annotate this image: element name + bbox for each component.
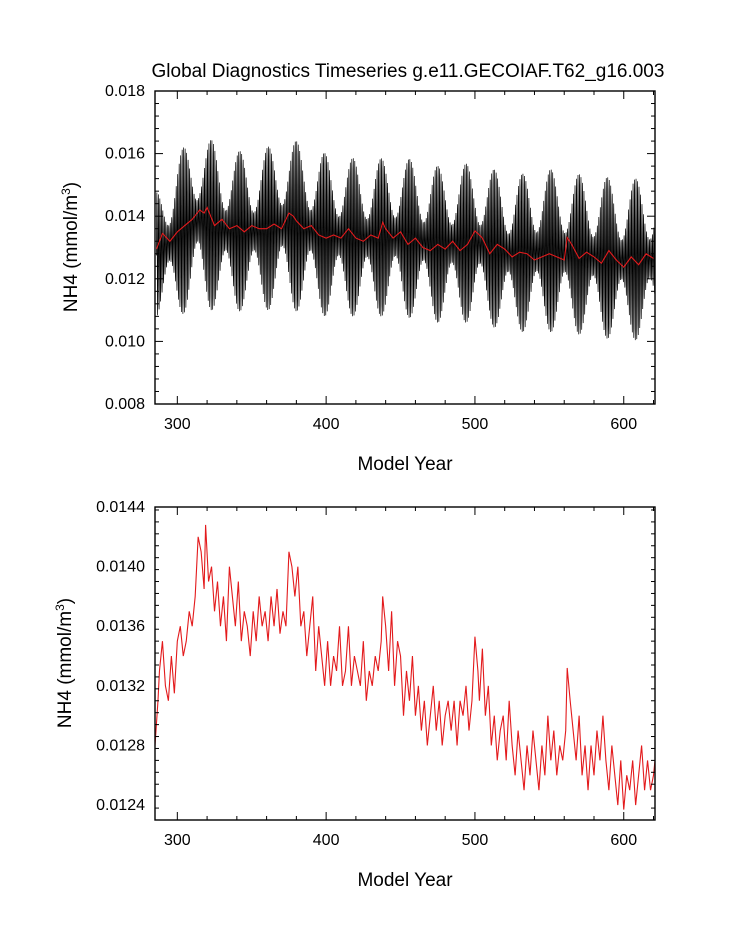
top-annual-mean-line <box>155 206 654 269</box>
top-monthly-series-line <box>156 140 656 341</box>
top-y-axis-title: NH4 (mmol/m3) <box>59 182 82 312</box>
bottom-x-tick-label: 500 <box>462 832 489 849</box>
top-tick-group: 300 400 500 600 0.008 0.010 0.012 0.014 0.016 0.0… <box>105 83 655 433</box>
top-panel: 300 400 500 600 0.008 0.010 0.012 0.014 0.016 0.0… <box>59 83 656 475</box>
top-y-tick-label: 0.016 <box>105 146 145 163</box>
top-y-tick-label: 0.012 <box>105 271 145 288</box>
top-x-tick-label: 600 <box>610 416 637 433</box>
top-y-axis-title-sup: 3 <box>59 188 73 195</box>
top-y-tick-label: 0.010 <box>105 333 145 350</box>
bottom-x-tick-label: 300 <box>164 832 191 849</box>
bottom-annual-mean-line <box>154 524 656 810</box>
bottom-y-axis-title-main: NH4 (mmol/m <box>55 611 76 728</box>
bottom-tick-group: 300 400 500 600 0.0124 0.0128 0.0132 0.0136 0.01… <box>96 499 655 849</box>
top-plot-frame <box>154 90 656 405</box>
top-y-tick-label: 0.014 <box>105 208 145 225</box>
bottom-y-tick-label: 0.0144 <box>96 499 145 516</box>
top-x-tick-label: 300 <box>164 416 191 433</box>
top-x-axis-title: Model Year <box>357 454 453 475</box>
bottom-y-tick-label: 0.0132 <box>96 678 145 695</box>
bottom-x-tick-label: 400 <box>313 832 340 849</box>
bottom-y-tick-label: 0.0140 <box>96 559 145 576</box>
bottom-y-axis-title-sup: 3 <box>53 604 67 611</box>
top-y-tick-label: 0.008 <box>105 396 145 413</box>
bottom-y-tick-label: 0.0136 <box>96 618 145 635</box>
bottom-plot-frame <box>154 506 656 821</box>
bottom-y-tick-label: 0.0128 <box>96 737 145 754</box>
bottom-y-axis-title: NH4 (mmol/m3) <box>53 598 76 728</box>
top-series-group <box>155 140 656 341</box>
bottom-series-group <box>154 524 656 810</box>
top-y-tick-label: 0.018 <box>105 83 145 100</box>
top-y-axis-title-main: NH4 (mmol/m <box>61 195 82 312</box>
bottom-y-tick-label: 0.0124 <box>96 797 145 814</box>
bottom-x-tick-label: 600 <box>610 832 637 849</box>
bottom-y-axis-title-close: ) <box>55 598 76 604</box>
top-x-tick-label: 400 <box>313 416 340 433</box>
top-y-axis-title-close: ) <box>61 182 82 188</box>
bottom-panel: 300 400 500 600 0.0124 0.0128 0.0132 0.0136 0.01… <box>53 499 656 891</box>
chart-title: Global Diagnostics Timeseries g.e11.GECO… <box>152 61 665 82</box>
bottom-x-axis-title: Model Year <box>357 870 453 891</box>
top-x-tick-label: 500 <box>462 416 489 433</box>
